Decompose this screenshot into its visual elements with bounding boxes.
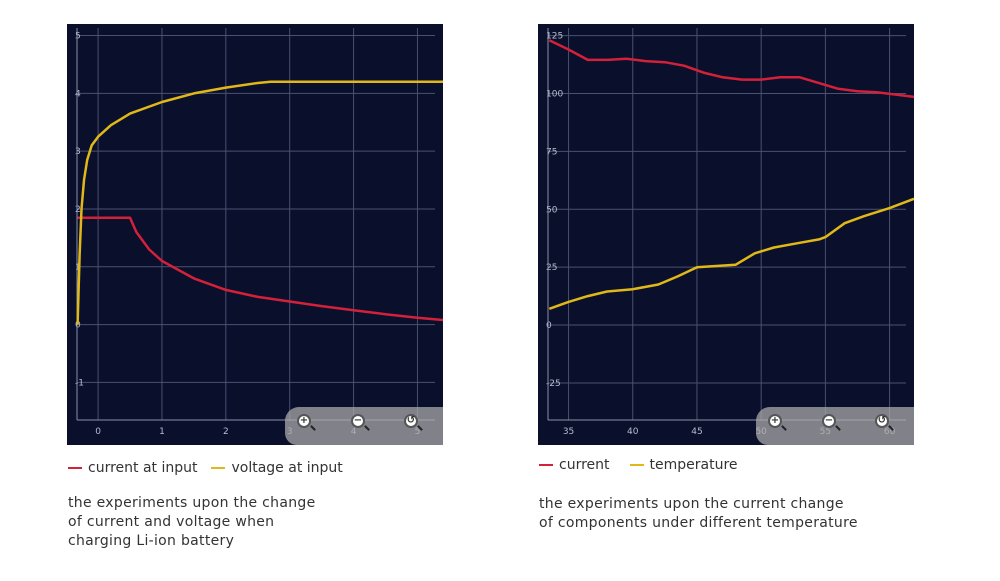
caption-left: the experiments upon the change of curre… [68, 494, 315, 551]
legend-swatch [539, 464, 553, 466]
caption-line: of current and voltage when [68, 514, 275, 530]
caption-line: the experiments upon the change [68, 495, 316, 511]
series-line-current-at-input [77, 216, 443, 322]
x-tick-label: 0 [95, 427, 101, 437]
y-tick-label: 3 [75, 147, 81, 157]
y-tick-label: 2 [75, 205, 81, 215]
y-tick-label: -25 [546, 379, 561, 389]
caption-line: the experiments upon the current change [539, 496, 844, 512]
caption-line: of components under different temperatur… [539, 515, 858, 531]
y-tick-label: 25 [546, 263, 557, 273]
legend-item-temperature[interactable]: temperature [629, 457, 738, 473]
series-line-current [548, 39, 914, 99]
y-tick-label: 5 [75, 32, 81, 42]
x-tick-label: 35 [563, 427, 574, 437]
legend-item-voltage[interactable]: voltage at input [211, 460, 343, 476]
zoom-in-icon[interactable]: + [297, 414, 311, 428]
y-tick-label: 4 [75, 89, 81, 99]
caption-right: the experiments upon the current change … [539, 495, 858, 533]
x-tick-label: 45 [691, 427, 702, 437]
series-line-voltage-at-input [76, 80, 443, 325]
zoom-out-icon[interactable]: − [351, 414, 365, 428]
y-tick-label: 1 [75, 263, 81, 273]
zoom-out-icon[interactable]: − [822, 414, 836, 428]
legend-swatch [68, 467, 82, 469]
zoom-toolbar: + − ↺ [756, 407, 914, 445]
legend: current temperature [539, 457, 738, 473]
x-tick-label: 1 [159, 427, 165, 437]
legend-item-current[interactable]: current at input [68, 460, 197, 476]
caption-line: charging Li-ion battery [68, 533, 235, 549]
legend-swatch [211, 467, 226, 469]
y-tick-label: 50 [546, 205, 558, 215]
legend: current at input voltage at input [68, 460, 343, 476]
y-tick-label: 125 [546, 32, 563, 42]
x-tick-label: 2 [223, 427, 229, 437]
y-tick-label: -1 [75, 378, 84, 388]
y-tick-label: 0 [546, 321, 552, 331]
series-line-temperature [548, 197, 914, 310]
reset-zoom-icon[interactable]: ↺ [875, 414, 889, 428]
legend-swatch [629, 464, 644, 466]
y-tick-label: 75 [546, 147, 557, 157]
y-tick-label: 0 [75, 321, 81, 331]
y-tick-label: 100 [546, 89, 563, 99]
zoom-toolbar: + − ↺ [285, 407, 443, 445]
x-tick-label: 40 [627, 427, 639, 437]
zoom-in-icon[interactable]: + [768, 414, 782, 428]
legend-item-current[interactable]: current [539, 457, 610, 473]
reset-zoom-icon[interactable]: ↺ [404, 414, 418, 428]
